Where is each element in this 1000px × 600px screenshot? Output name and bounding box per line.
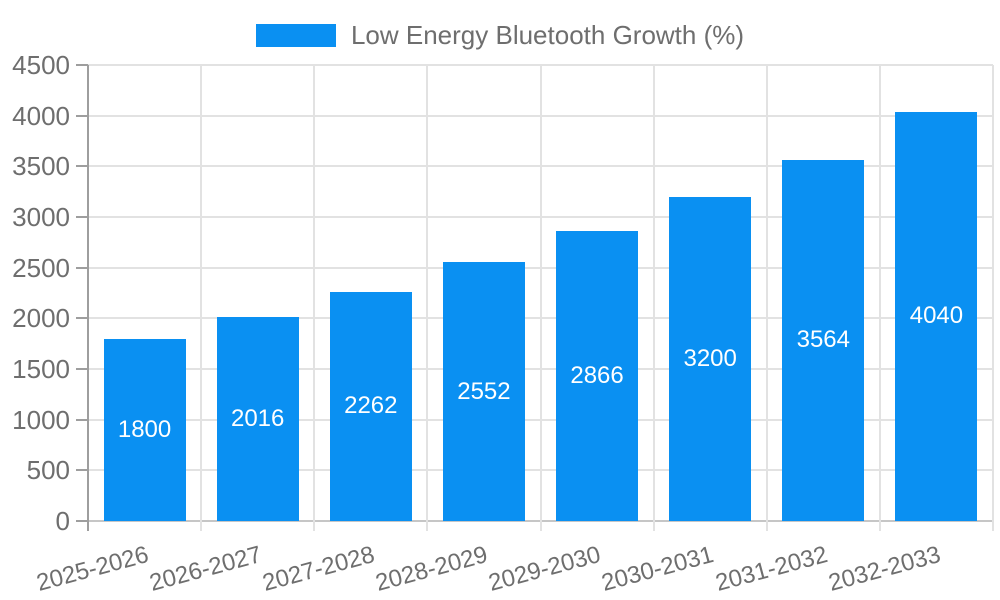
bar-value-label: 2016 <box>230 404 285 432</box>
y-axis-tick <box>76 418 88 421</box>
bar[interactable]: 3200 <box>669 196 752 521</box>
y-axis-tick <box>76 520 88 522</box>
y-axis-tick <box>76 165 88 168</box>
x-tick-label: 2028-2029 <box>372 541 491 597</box>
bar[interactable]: 1800 <box>103 338 186 521</box>
x-gridline <box>426 65 429 531</box>
bar-value-label: 2866 <box>570 361 624 389</box>
y-axis-tick <box>76 266 88 269</box>
bar-value-label: 2552 <box>457 377 511 405</box>
x-tick-label: 2032-2033 <box>825 541 944 597</box>
y-axis-tick <box>76 368 88 370</box>
y-tick-label: 0 <box>55 506 70 536</box>
x-tick-label: 2026-2027 <box>146 541 265 597</box>
y-tick-label: 1000 <box>12 404 70 435</box>
x-tick-label: 2031-2032 <box>712 541 831 597</box>
bar[interactable]: 4040 <box>895 111 978 521</box>
y-axis-tick <box>76 64 88 66</box>
legend[interactable]: Low Energy Bluetooth Growth (%) <box>0 21 1000 49</box>
x-gridline <box>539 65 542 531</box>
x-gridline <box>765 65 768 531</box>
legend-swatch <box>255 23 336 47</box>
y-axis-tick <box>76 317 88 320</box>
y-tick-label: 4000 <box>12 100 70 131</box>
bar[interactable]: 2866 <box>556 230 639 521</box>
x-tick-label: 2027-2028 <box>259 541 378 597</box>
x-gridline <box>652 65 655 531</box>
x-tick-label: 2029-2030 <box>485 541 604 597</box>
x-gridline <box>313 65 316 531</box>
bar-value-label: 3200 <box>683 344 737 372</box>
bar-value-label: 4040 <box>909 302 964 330</box>
x-tick-label: 2030-2031 <box>599 541 717 597</box>
bar-value-label: 2262 <box>344 392 398 420</box>
bar[interactable]: 2262 <box>329 291 412 521</box>
x-gridline <box>878 65 881 531</box>
x-tick-label: 2025-2026 <box>33 541 152 597</box>
y-tick-label: 2000 <box>12 303 70 334</box>
x-gridline <box>200 65 203 531</box>
y-tick-label: 3500 <box>12 151 70 182</box>
bar-value-label: 3564 <box>796 326 850 354</box>
y-tick-label: 3000 <box>12 202 70 232</box>
y-axis-tick <box>76 216 88 218</box>
y-axis-tick <box>76 114 88 117</box>
bar[interactable]: 2016 <box>216 316 299 521</box>
legend-label: Low Energy Bluetooth Growth (%) <box>350 20 745 50</box>
bar-value-label: 1800 <box>117 415 172 443</box>
y-tick-label: 2500 <box>12 252 70 283</box>
bar[interactable]: 3564 <box>782 159 865 521</box>
y-axis-line <box>87 65 89 531</box>
y-tick-label: 500 <box>26 455 70 486</box>
x-gridline <box>992 65 994 531</box>
y-tick-label: 1500 <box>12 354 70 384</box>
y-axis-tick <box>76 469 88 472</box>
y-tick-label: 4500 <box>12 50 70 80</box>
bar[interactable]: 2552 <box>442 262 525 521</box>
